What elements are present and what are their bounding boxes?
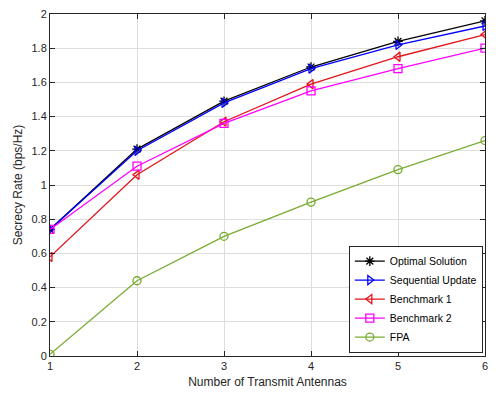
svg-text:0: 0 <box>41 350 47 362</box>
svg-text:2: 2 <box>134 360 140 372</box>
svg-text:Secrecy Rate (bps/Hz): Secrecy Rate (bps/Hz) <box>11 125 25 246</box>
svg-text:3: 3 <box>221 360 227 372</box>
svg-text:Benchmark 2: Benchmark 2 <box>390 312 452 324</box>
svg-text:0.4: 0.4 <box>32 281 47 293</box>
svg-text:Number of Transmit Antennas: Number of Transmit Antennas <box>188 375 347 389</box>
svg-text:5: 5 <box>395 360 401 372</box>
svg-text:1: 1 <box>47 360 53 372</box>
svg-text:0.8: 0.8 <box>32 213 47 225</box>
svg-text:1.8: 1.8 <box>32 42 47 54</box>
svg-text:1.6: 1.6 <box>32 76 47 88</box>
svg-text:2: 2 <box>41 8 47 20</box>
svg-text:Optimal Solution: Optimal Solution <box>390 255 467 267</box>
svg-text:0.2: 0.2 <box>32 316 47 328</box>
svg-text:1.4: 1.4 <box>32 110 47 122</box>
svg-text:Benchmark 1: Benchmark 1 <box>390 293 452 305</box>
svg-text:4: 4 <box>308 360 314 372</box>
svg-text:0.6: 0.6 <box>32 247 47 259</box>
svg-text:6: 6 <box>482 360 488 372</box>
svg-text:1.2: 1.2 <box>32 145 47 157</box>
svg-text:FPA: FPA <box>390 331 410 343</box>
svg-text:1: 1 <box>41 179 47 191</box>
svg-text:Sequential Update: Sequential Update <box>390 274 477 286</box>
